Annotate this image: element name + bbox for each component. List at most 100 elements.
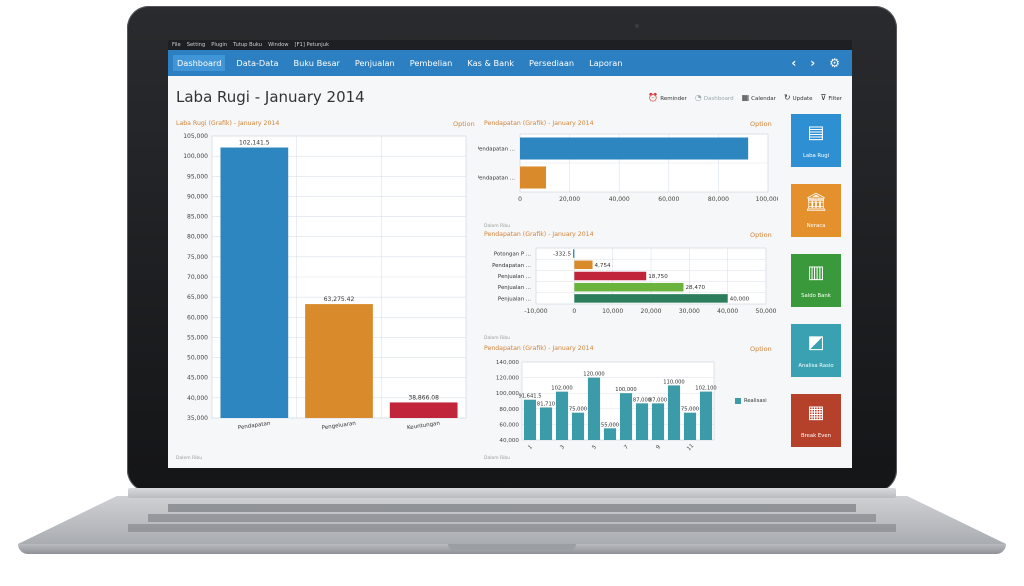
bar-value-label: -332.5 xyxy=(553,252,571,258)
forward-arrow-icon[interactable]: › xyxy=(810,56,816,70)
tile-saldo-bank[interactable]: ▥ Saldo Bank xyxy=(791,254,841,307)
tab-data-data[interactable]: Data-Data xyxy=(236,58,279,68)
ratio-chart-icon: ◩ xyxy=(807,332,825,353)
realisasi-bar xyxy=(571,412,585,440)
y-tick-label: 50,000 xyxy=(187,355,208,362)
x-tick-label: 60,000 xyxy=(658,196,679,203)
menu-bar: File Setting Plugin Tutup Buku Window [F… xyxy=(168,40,852,50)
main-nav: Dashboard Data-Data Buku Besar Penjualan… xyxy=(168,50,852,76)
bar-value-label: 75,000 xyxy=(681,407,699,413)
tab-buku-besar[interactable]: Buku Besar xyxy=(293,58,340,68)
chart3-unit-note: Dalem Ribu xyxy=(484,336,511,341)
chart1-option-link[interactable]: Option xyxy=(453,120,475,128)
x-tick-label: 0 xyxy=(518,196,522,203)
chart-money-icon: ▤ xyxy=(807,122,825,143)
hbar xyxy=(573,249,575,258)
hbar xyxy=(574,282,684,292)
y-tick-label: 70,000 xyxy=(187,274,208,281)
tile-break-even[interactable]: ▦ Break Even xyxy=(791,394,841,447)
bar-value-label: 102,000 xyxy=(551,386,572,392)
break-even-icon: ▦ xyxy=(807,402,825,423)
tab-pembelian[interactable]: Pembelian xyxy=(409,58,453,68)
bar-value-label: 18,750 xyxy=(648,274,668,280)
tile-label: Break Even xyxy=(800,433,832,439)
calendar-button[interactable]: ▦ Calendar xyxy=(742,93,776,102)
pendapatan-realisasi-chart: 140,000 120,000 100,000 80,000 60,000 40,000 9… xyxy=(496,360,717,452)
hbar xyxy=(574,260,593,270)
y-tick-label: 140,000 xyxy=(496,360,520,366)
bar-value-label: 87,000 xyxy=(633,397,651,403)
bar-value-label: 4,754 xyxy=(595,263,611,269)
tile-label: Neraca xyxy=(806,223,826,229)
tile-label: Laba Rugi xyxy=(802,153,830,159)
x-tick-label: 50,000 xyxy=(756,308,777,315)
update-button[interactable]: ↻ Update xyxy=(784,93,813,102)
dashboard-button[interactable]: ◔ Dashboard xyxy=(695,93,734,102)
tile-neraca[interactable]: 🏛 Neraca xyxy=(791,184,841,237)
menu-petunjuk[interactable]: [F1] Petunjuk xyxy=(294,42,330,48)
bank-building-icon: 🏛 xyxy=(804,192,828,213)
hbar xyxy=(520,166,547,189)
bank-chart-icon: ▥ xyxy=(807,262,825,283)
x-tick-label: 9 xyxy=(655,444,662,451)
realisasi-bar xyxy=(699,391,713,440)
tile-laba-rugi[interactable]: ▤ Laba Rugi xyxy=(791,114,841,167)
bar-value-label: 91,641.5 xyxy=(518,394,541,400)
tile-analisa-rasio[interactable]: ◩ Analisa Rasio xyxy=(791,324,841,377)
y-tick-label: 120,000 xyxy=(496,376,520,382)
chart1-title: Laba Rugi (Grafik) - January 2014 xyxy=(176,120,280,127)
menu-file[interactable]: File xyxy=(172,42,181,48)
tab-penjualan[interactable]: Penjualan xyxy=(354,58,395,68)
bar-value-label: 100,000 xyxy=(615,387,636,393)
plot-area xyxy=(521,361,715,441)
menu-plugin[interactable]: Plugin xyxy=(211,42,228,48)
tab-kas-bank[interactable]: Kas & Bank xyxy=(467,58,515,68)
x-tick-label: 100,000 xyxy=(756,196,778,203)
chart3-option-link[interactable]: Option xyxy=(750,231,772,239)
report-tiles: ▤ Laba Rugi 🏛 Neraca ▥ Saldo Bank ◩ Anal… xyxy=(791,114,841,464)
x-tick-label: Pengeluaran xyxy=(321,421,356,432)
chart4-unit-note: Dalem Ribu xyxy=(484,456,511,461)
tab-laporan[interactable]: Laporan xyxy=(589,58,623,68)
x-tick-label: Pendapatan xyxy=(238,421,272,432)
laba-rugi-bar-chart: 105,000 100,000 95,000 90,000 85,000 80,000 75… xyxy=(183,133,467,432)
realisasi-bar xyxy=(651,403,665,440)
x-tick-label: 11 xyxy=(686,443,695,452)
menu-tutup-buku[interactable]: Tutup Buku xyxy=(233,42,263,48)
chart4-title: Pendapatan (Grafik) - January 2014 xyxy=(484,345,594,352)
menu-window[interactable]: Window xyxy=(268,42,289,48)
chart3-title: Pendapatan (Grafik) - January 2014 xyxy=(484,231,594,238)
y-tick-label: 60,000 xyxy=(187,314,208,321)
reminder-button[interactable]: ⏰ Reminder xyxy=(648,93,686,102)
y-tick-label: Pendapatan ... xyxy=(478,147,515,153)
realisasi-bar xyxy=(667,385,681,440)
back-arrow-icon[interactable]: ‹ xyxy=(791,56,797,70)
chart4-option-link[interactable]: Option xyxy=(750,345,772,353)
bar-value-label: 87,000 xyxy=(649,397,667,403)
bar-value-label: 40,000 xyxy=(730,296,750,302)
y-tick-label: Pendapatan ... xyxy=(478,176,515,182)
bar-value-label: 102,141.5 xyxy=(239,140,270,147)
y-tick-label: Potongan P ... xyxy=(494,252,531,258)
tab-dashboard[interactable]: Dashboard xyxy=(173,55,226,71)
y-tick-label: 40,000 xyxy=(499,438,519,444)
tab-persediaan[interactable]: Persediaan xyxy=(529,58,575,68)
y-tick-label: 80,000 xyxy=(499,407,519,413)
bar-value-label: 102,100 xyxy=(695,386,716,392)
dashboard-icon: ◔ xyxy=(694,93,702,102)
x-tick-label: Keuntungan xyxy=(407,421,441,432)
laptop-base xyxy=(18,488,1006,560)
x-tick-label: 0 xyxy=(572,308,576,315)
realisasi-bar xyxy=(635,403,649,440)
bar-value-label: 120,000 xyxy=(583,372,604,378)
x-tick-label: 3 xyxy=(559,444,566,451)
y-tick-label: 80,000 xyxy=(187,234,208,241)
bar-pengeluaran xyxy=(305,304,373,418)
chart2-option-link[interactable]: Option xyxy=(750,120,772,128)
realisasi-bar xyxy=(603,428,617,440)
menu-setting[interactable]: Setting xyxy=(186,42,206,48)
filter-button[interactable]: ⊽ Filter xyxy=(821,93,842,102)
realisasi-bar xyxy=(619,393,633,440)
x-tick-label: 5 xyxy=(591,444,598,451)
gear-icon[interactable]: ⚙ xyxy=(829,56,840,70)
